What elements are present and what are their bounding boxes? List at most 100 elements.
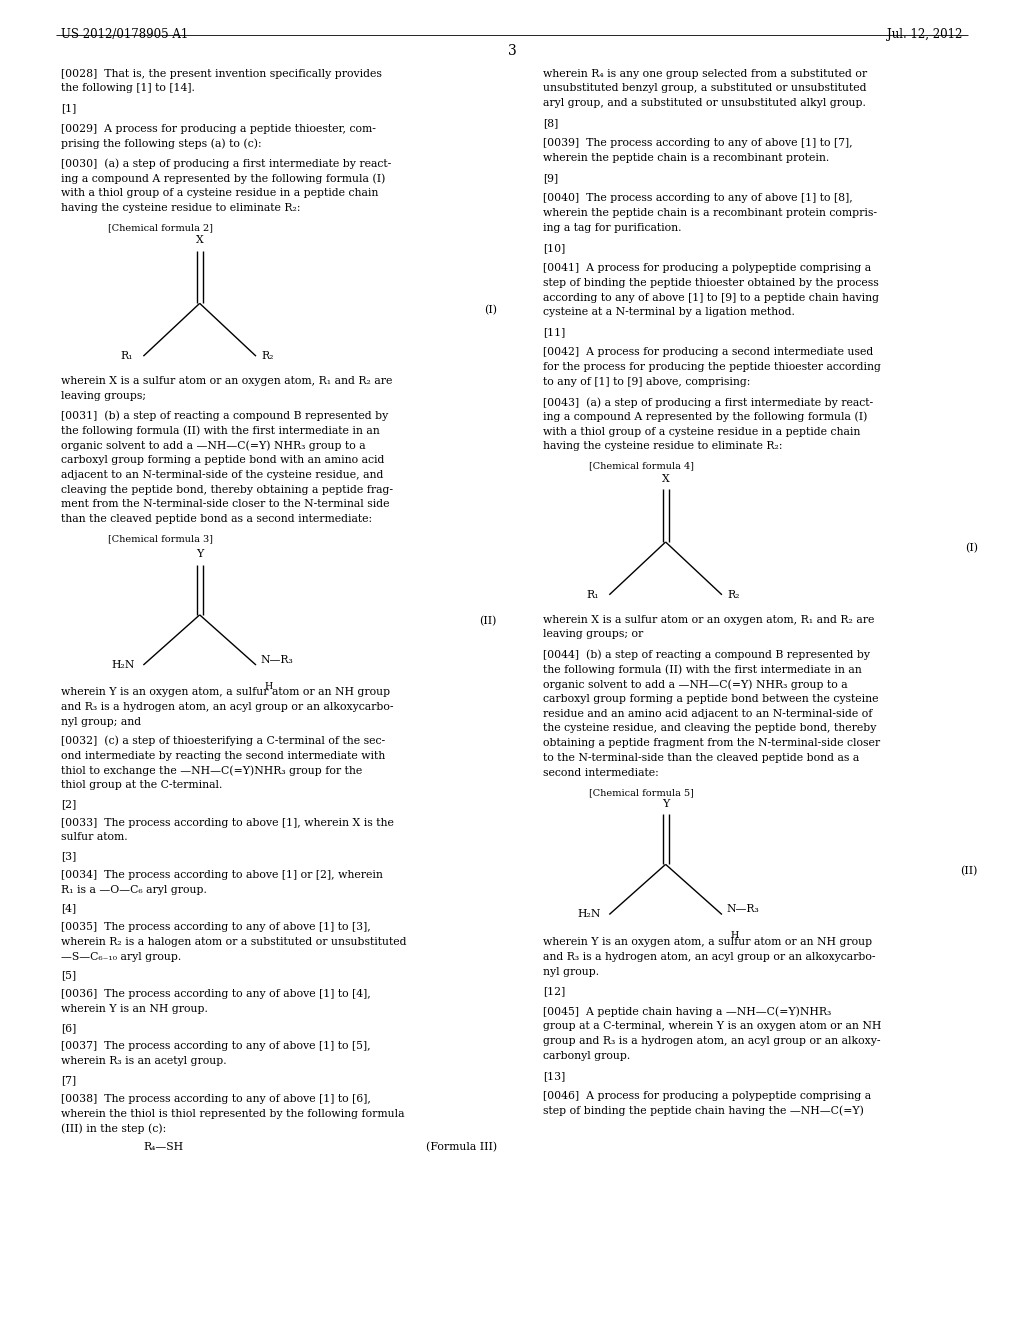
Text: (II): (II) [961, 866, 978, 876]
Text: step of binding the peptide thioester obtained by the process: step of binding the peptide thioester ob… [543, 277, 879, 288]
Text: group and R₃ is a hydrogen atom, an acyl group or an alkoxy-: group and R₃ is a hydrogen atom, an acyl… [543, 1036, 881, 1047]
Text: wherein R₃ is an acetyl group.: wherein R₃ is an acetyl group. [61, 1056, 227, 1067]
Text: [7]: [7] [61, 1074, 77, 1085]
Text: to any of [1] to [9] above, comprising:: to any of [1] to [9] above, comprising: [543, 378, 751, 387]
Text: residue and an amino acid adjacent to an N-terminal-side of: residue and an amino acid adjacent to an… [543, 709, 872, 718]
Text: according to any of above [1] to [9] to a peptide chain having: according to any of above [1] to [9] to … [543, 293, 879, 302]
Text: ment from the N-terminal-side closer to the N-terminal side: ment from the N-terminal-side closer to … [61, 499, 390, 510]
Text: wherein X is a sulfur atom or an oxygen atom, R₁ and R₂ are: wherein X is a sulfur atom or an oxygen … [543, 615, 874, 624]
Text: [11]: [11] [543, 327, 565, 338]
Text: (I): (I) [965, 544, 978, 554]
Text: [0033]  The process according to above [1], wherein X is the: [0033] The process according to above [1… [61, 817, 394, 828]
Text: having the cysteine residue to eliminate R₂:: having the cysteine residue to eliminate… [61, 203, 301, 213]
Text: [0041]  A process for producing a polypeptide comprising a: [0041] A process for producing a polypep… [543, 263, 870, 273]
Text: X: X [662, 474, 670, 484]
Text: having the cysteine residue to eliminate R₂:: having the cysteine residue to eliminate… [543, 441, 782, 451]
Text: X: X [196, 235, 204, 246]
Text: US 2012/0178905 A1: US 2012/0178905 A1 [61, 28, 188, 41]
Text: [4]: [4] [61, 903, 77, 913]
Text: nyl group; and: nyl group; and [61, 717, 141, 727]
Text: R₂: R₂ [261, 351, 273, 362]
Text: —S—C₆₋₁₀ aryl group.: —S—C₆₋₁₀ aryl group. [61, 952, 181, 962]
Text: [0046]  A process for producing a polypeptide comprising a: [0046] A process for producing a polypep… [543, 1092, 870, 1101]
Text: sulfur atom.: sulfur atom. [61, 833, 128, 842]
Text: [Chemical formula 2]: [Chemical formula 2] [108, 223, 213, 232]
Text: [0029]  A process for producing a peptide thioester, com-: [0029] A process for producing a peptide… [61, 124, 376, 133]
Text: carboxyl group forming a peptide bond with an amino acid: carboxyl group forming a peptide bond wi… [61, 455, 385, 465]
Text: leaving groups;: leaving groups; [61, 391, 146, 401]
Text: [8]: [8] [543, 119, 558, 128]
Text: wherein Y is an NH group.: wherein Y is an NH group. [61, 1005, 208, 1014]
Text: [0042]  A process for producing a second intermediate used: [0042] A process for producing a second … [543, 347, 873, 358]
Text: group at a C-terminal, wherein Y is an oxygen atom or an NH: group at a C-terminal, wherein Y is an o… [543, 1022, 881, 1031]
Text: ing a tag for purification.: ing a tag for purification. [543, 223, 681, 232]
Text: wherein the peptide chain is a recombinant protein.: wherein the peptide chain is a recombina… [543, 153, 829, 164]
Text: [5]: [5] [61, 970, 77, 981]
Text: for the process for producing the peptide thioester according: for the process for producing the peptid… [543, 362, 881, 372]
Text: [Chemical formula 4]: [Chemical formula 4] [589, 462, 694, 470]
Text: nyl group.: nyl group. [543, 966, 599, 977]
Text: obtaining a peptide fragment from the N-terminal-side closer: obtaining a peptide fragment from the N-… [543, 738, 880, 748]
Text: wherein the peptide chain is a recombinant protein compris-: wherein the peptide chain is a recombina… [543, 209, 877, 218]
Text: leaving groups; or: leaving groups; or [543, 630, 643, 639]
Text: second intermediate:: second intermediate: [543, 768, 658, 777]
Text: [10]: [10] [543, 243, 565, 253]
Text: R₄—SH: R₄—SH [143, 1142, 183, 1152]
Text: [0045]  A peptide chain having a —NH—C(=Y)NHR₃: [0045] A peptide chain having a —NH—C(=Y… [543, 1007, 830, 1018]
Text: wherein Y is an oxygen atom, a sulfur atom or an NH group: wherein Y is an oxygen atom, a sulfur at… [61, 688, 390, 697]
Text: H: H [264, 681, 272, 690]
Text: H₂N: H₂N [578, 909, 601, 920]
Text: ing a compound A represented by the following formula (I): ing a compound A represented by the foll… [61, 173, 386, 183]
Text: with a thiol group of a cysteine residue in a peptide chain: with a thiol group of a cysteine residue… [61, 187, 379, 198]
Text: [12]: [12] [543, 986, 565, 997]
Text: [2]: [2] [61, 799, 77, 809]
Text: wherein R₂ is a halogen atom or a substituted or unsubstituted: wherein R₂ is a halogen atom or a substi… [61, 937, 407, 946]
Text: [0036]  The process according to any of above [1] to [4],: [0036] The process according to any of a… [61, 989, 371, 999]
Text: N—R₃: N—R₃ [260, 655, 293, 665]
Text: [0044]  (b) a step of reacting a compound B represented by: [0044] (b) a step of reacting a compound… [543, 649, 869, 660]
Text: [9]: [9] [543, 173, 558, 183]
Text: with a thiol group of a cysteine residue in a peptide chain: with a thiol group of a cysteine residue… [543, 426, 860, 437]
Text: cysteine at a N-terminal by a ligation method.: cysteine at a N-terminal by a ligation m… [543, 308, 795, 317]
Text: H: H [730, 931, 738, 940]
Text: thiol to exchange the —NH—C(=Y)NHR₃ group for the: thiol to exchange the —NH—C(=Y)NHR₃ grou… [61, 766, 362, 776]
Text: the cysteine residue, and cleaving the peptide bond, thereby: the cysteine residue, and cleaving the p… [543, 723, 877, 734]
Text: and R₃ is a hydrogen atom, an acyl group or an alkoxycarbo-: and R₃ is a hydrogen atom, an acyl group… [61, 702, 394, 713]
Text: than the cleaved peptide bond as a second intermediate:: than the cleaved peptide bond as a secon… [61, 515, 373, 524]
Text: [Chemical formula 5]: [Chemical formula 5] [589, 788, 693, 797]
Text: N—R₃: N—R₃ [726, 904, 759, 915]
Text: [0038]  The process according to any of above [1] to [6],: [0038] The process according to any of a… [61, 1094, 372, 1104]
Text: R₁: R₁ [587, 590, 599, 599]
Text: and R₃ is a hydrogen atom, an acyl group or an alkoxycarbo-: and R₃ is a hydrogen atom, an acyl group… [543, 952, 876, 962]
Text: R₁ is a —O—C₆ aryl group.: R₁ is a —O—C₆ aryl group. [61, 884, 207, 895]
Text: [0039]  The process according to any of above [1] to [7],: [0039] The process according to any of a… [543, 139, 852, 148]
Text: R₂: R₂ [727, 590, 739, 599]
Text: wherein the thiol is thiol represented by the following formula: wherein the thiol is thiol represented b… [61, 1109, 404, 1118]
Text: [0034]  The process according to above [1] or [2], wherein: [0034] The process according to above [1… [61, 870, 383, 880]
Text: (II): (II) [479, 616, 497, 627]
Text: aryl group, and a substituted or unsubstituted alkyl group.: aryl group, and a substituted or unsubst… [543, 98, 865, 108]
Text: H₂N: H₂N [112, 660, 135, 671]
Text: Y: Y [196, 549, 204, 560]
Text: organic solvent to add a —NH—C(=Y) NHR₃ group to a: organic solvent to add a —NH—C(=Y) NHR₃ … [543, 678, 847, 689]
Text: Jul. 12, 2012: Jul. 12, 2012 [887, 28, 963, 41]
Text: cleaving the peptide bond, thereby obtaining a peptide frag-: cleaving the peptide bond, thereby obtai… [61, 484, 393, 495]
Text: [0028]  That is, the present invention specifically provides: [0028] That is, the present invention sp… [61, 69, 382, 79]
Text: [0035]  The process according to any of above [1] to [3],: [0035] The process according to any of a… [61, 923, 371, 932]
Text: [0040]  The process according to any of above [1] to [8],: [0040] The process according to any of a… [543, 193, 852, 203]
Text: carboxyl group forming a peptide bond between the cysteine: carboxyl group forming a peptide bond be… [543, 694, 879, 704]
Text: wherein Y is an oxygen atom, a sulfur atom or an NH group: wherein Y is an oxygen atom, a sulfur at… [543, 937, 871, 946]
Text: prising the following steps (a) to (c):: prising the following steps (a) to (c): [61, 139, 262, 149]
Text: [6]: [6] [61, 1023, 77, 1032]
Text: [0032]  (c) a step of thioesterifying a C-terminal of the sec-: [0032] (c) a step of thioesterifying a C… [61, 735, 386, 746]
Text: R₁: R₁ [121, 351, 133, 362]
Text: [0030]  (a) a step of producing a first intermediate by react-: [0030] (a) a step of producing a first i… [61, 158, 392, 169]
Text: [1]: [1] [61, 103, 77, 114]
Text: thiol group at the C-terminal.: thiol group at the C-terminal. [61, 780, 223, 791]
Text: [0031]  (b) a step of reacting a compound B represented by: [0031] (b) a step of reacting a compound… [61, 411, 389, 421]
Text: to the N-terminal-side than the cleaved peptide bond as a: to the N-terminal-side than the cleaved … [543, 752, 859, 763]
Text: (I): (I) [483, 305, 497, 315]
Text: wherein R₄ is any one group selected from a substituted or: wherein R₄ is any one group selected fro… [543, 69, 867, 79]
Text: ond intermediate by reacting the second intermediate with: ond intermediate by reacting the second … [61, 751, 386, 760]
Text: [0037]  The process according to any of above [1] to [5],: [0037] The process according to any of a… [61, 1041, 371, 1052]
